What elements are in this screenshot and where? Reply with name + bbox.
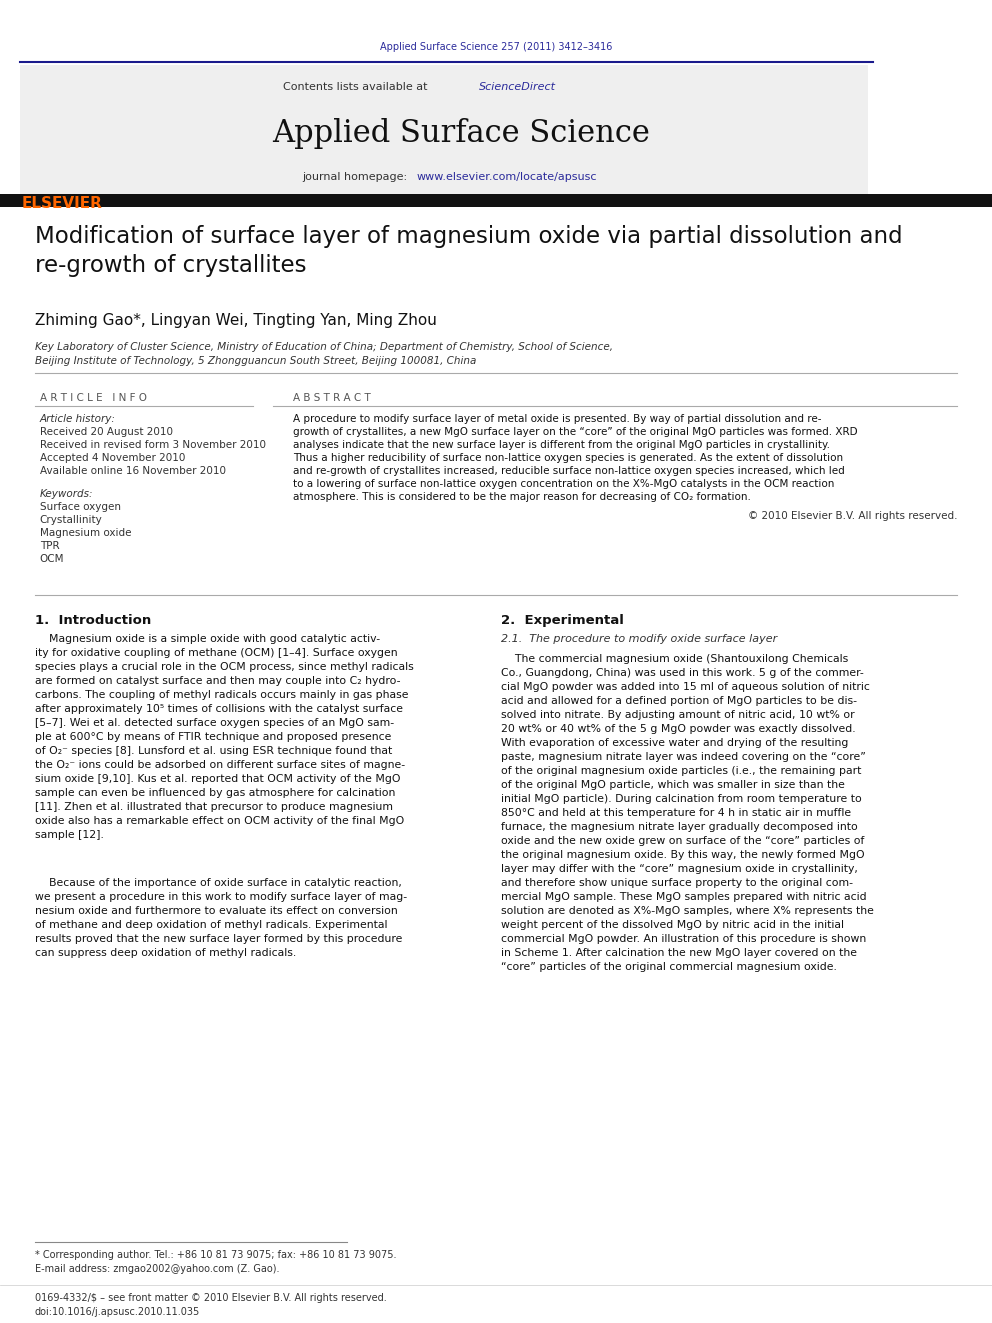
Text: * Corresponding author. Tel.: +86 10 81 73 9075; fax: +86 10 81 73 9075.: * Corresponding author. Tel.: +86 10 81 … xyxy=(35,1250,396,1259)
Text: doi:10.1016/j.apsusc.2010.11.035: doi:10.1016/j.apsusc.2010.11.035 xyxy=(35,1307,200,1316)
Text: analyses indicate that the new surface layer is different from the original MgO : analyses indicate that the new surface l… xyxy=(293,441,829,450)
Text: atmosphere. This is considered to be the major reason for decreasing of CO₂ form: atmosphere. This is considered to be the… xyxy=(293,492,751,501)
Text: Applied Surface Science: Applied Surface Science xyxy=(273,118,650,149)
Text: growth of crystallites, a new MgO surface layer on the “core” of the original Mg: growth of crystallites, a new MgO surfac… xyxy=(293,427,857,437)
Text: TPR: TPR xyxy=(40,541,60,550)
Text: A procedure to modify surface layer of metal oxide is presented. By way of parti: A procedure to modify surface layer of m… xyxy=(293,414,821,423)
Text: 0169-4332/$ – see front matter © 2010 Elsevier B.V. All rights reserved.: 0169-4332/$ – see front matter © 2010 El… xyxy=(35,1293,387,1303)
Text: ELSEVIER: ELSEVIER xyxy=(22,196,103,210)
Text: Thus a higher reducibility of surface non-lattice oxygen species is generated. A: Thus a higher reducibility of surface no… xyxy=(293,452,843,463)
Text: Contents lists available at: Contents lists available at xyxy=(283,82,431,93)
Text: E-mail address: zmgao2002@yahoo.com (Z. Gao).: E-mail address: zmgao2002@yahoo.com (Z. … xyxy=(35,1263,279,1274)
Text: ScienceDirect: ScienceDirect xyxy=(479,82,557,93)
Text: www.elsevier.com/locate/apsusc: www.elsevier.com/locate/apsusc xyxy=(417,172,597,183)
Text: Crystallinity: Crystallinity xyxy=(40,515,102,525)
Text: Zhiming Gao*, Lingyan Wei, Tingting Yan, Ming Zhou: Zhiming Gao*, Lingyan Wei, Tingting Yan,… xyxy=(35,314,436,328)
Text: 2.  Experimental: 2. Experimental xyxy=(501,614,624,627)
Text: Beijing Institute of Technology, 5 Zhongguancun South Street, Beijing 100081, Ch: Beijing Institute of Technology, 5 Zhong… xyxy=(35,356,476,366)
Text: Magnesium oxide: Magnesium oxide xyxy=(40,528,131,538)
Text: 1.  Introduction: 1. Introduction xyxy=(35,614,151,627)
Text: Because of the importance of oxide surface in catalytic reaction,
we present a p: Because of the importance of oxide surfa… xyxy=(35,878,407,958)
Text: The commercial magnesium oxide (Shantouxilong Chemicals
Co., Guangdong, China) w: The commercial magnesium oxide (Shantoux… xyxy=(501,654,874,972)
Text: © 2010 Elsevier B.V. All rights reserved.: © 2010 Elsevier B.V. All rights reserved… xyxy=(748,511,957,521)
Text: Accepted 4 November 2010: Accepted 4 November 2010 xyxy=(40,452,186,463)
Text: 2.1.  The procedure to modify oxide surface layer: 2.1. The procedure to modify oxide surfa… xyxy=(501,634,777,644)
Text: journal homepage:: journal homepage: xyxy=(303,172,412,183)
Text: Magnesium oxide is a simple oxide with good catalytic activ-
ity for oxidative c: Magnesium oxide is a simple oxide with g… xyxy=(35,634,414,840)
Text: A R T I C L E   I N F O: A R T I C L E I N F O xyxy=(40,393,147,404)
Text: Article history:: Article history: xyxy=(40,414,115,423)
Text: Key Laboratory of Cluster Science, Ministry of Education of China; Department of: Key Laboratory of Cluster Science, Minis… xyxy=(35,343,613,352)
Text: A B S T R A C T: A B S T R A C T xyxy=(293,393,370,404)
Text: Received in revised form 3 November 2010: Received in revised form 3 November 2010 xyxy=(40,441,266,450)
Text: Keywords:: Keywords: xyxy=(40,490,93,499)
Text: Received 20 August 2010: Received 20 August 2010 xyxy=(40,427,173,437)
Text: Modification of surface layer of magnesium oxide via partial dissolution and
re-: Modification of surface layer of magnesi… xyxy=(35,225,903,278)
Text: and re-growth of crystallites increased, reducible surface non-lattice oxygen sp: and re-growth of crystallites increased,… xyxy=(293,466,844,476)
Text: Available online 16 November 2010: Available online 16 November 2010 xyxy=(40,466,226,476)
FancyBboxPatch shape xyxy=(20,65,868,198)
Text: to a lowering of surface non-lattice oxygen concentration on the X%-MgO catalyst: to a lowering of surface non-lattice oxy… xyxy=(293,479,834,490)
Text: Surface oxygen: Surface oxygen xyxy=(40,501,121,512)
Bar xyxy=(0,194,992,206)
Text: OCM: OCM xyxy=(40,554,64,564)
Text: Applied Surface Science 257 (2011) 3412–3416: Applied Surface Science 257 (2011) 3412–… xyxy=(380,42,612,52)
